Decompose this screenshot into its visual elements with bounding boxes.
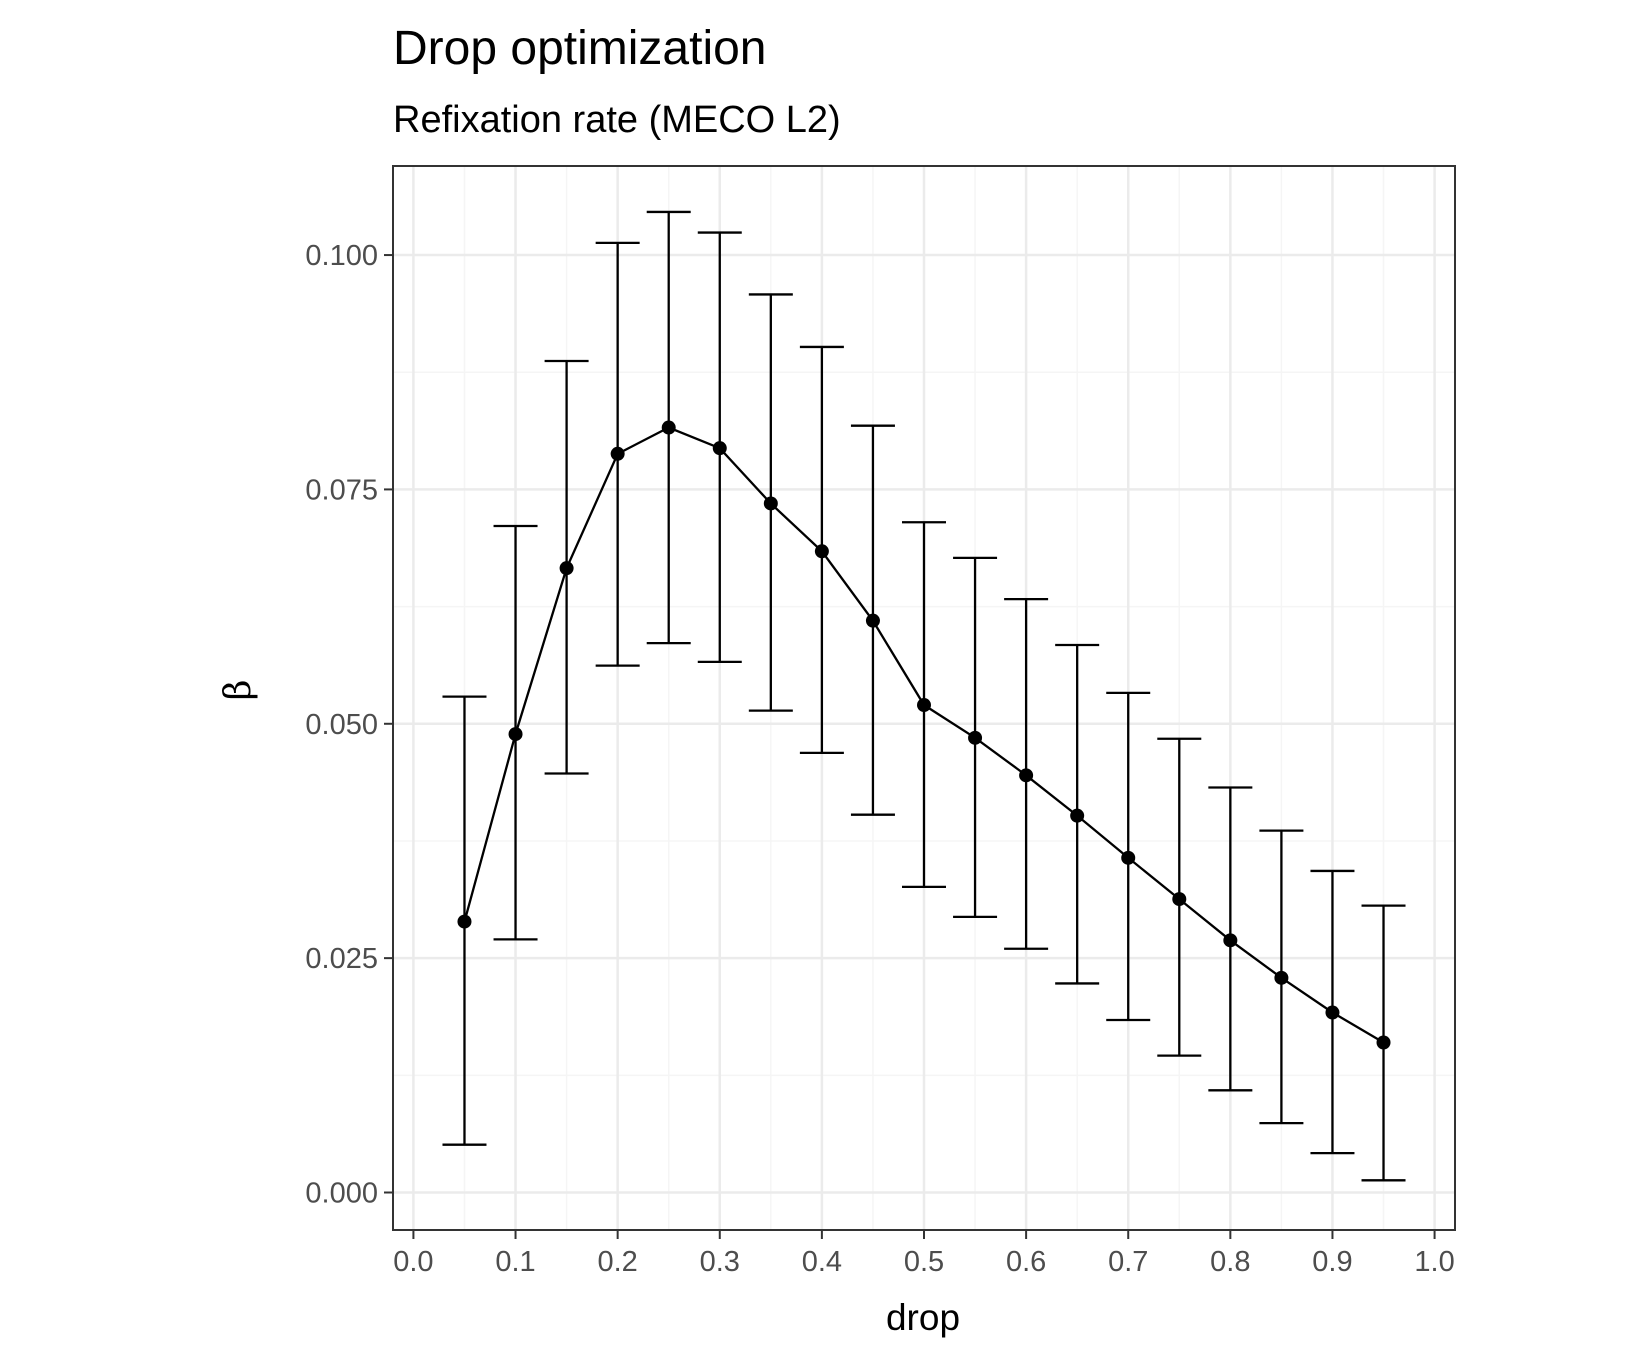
x-tick-label: 0.3 [700, 1246, 740, 1278]
data-point [610, 446, 625, 461]
y-axis: 0.000 0.025 0.050 0.075 0.100 [305, 240, 393, 1210]
y-tick-label: 0.000 [305, 1178, 378, 1210]
y-tick-label: 0.075 [305, 474, 378, 506]
x-axis: 0.0 0.1 0.2 0.3 0.4 0.5 0.6 0.7 0.8 0.9 1.0 [393, 1230, 1455, 1278]
y-tick-label: 0.025 [305, 943, 378, 975]
y-tick-label: 0.100 [305, 240, 378, 272]
chart-title: Drop optimization [393, 22, 767, 75]
x-tick-label: 0.1 [495, 1246, 535, 1278]
data-point [1070, 808, 1085, 823]
data-point [968, 730, 983, 745]
data-point [1325, 1005, 1340, 1020]
y-axis-title: β [218, 680, 259, 701]
data-point [1223, 933, 1238, 948]
data-point [457, 914, 472, 929]
data-point [661, 420, 676, 435]
x-tick-label: 0.9 [1312, 1246, 1352, 1278]
x-tick-label: 0.6 [1006, 1246, 1046, 1278]
y-tick-label: 0.050 [305, 709, 378, 741]
panel-border [392, 165, 1456, 1231]
data-point [763, 496, 778, 511]
x-tick-label: 0.5 [904, 1246, 944, 1278]
data-point [865, 613, 880, 628]
data-points [457, 420, 1391, 1050]
x-tick-label: 0.7 [1108, 1246, 1148, 1278]
x-tick-label: 0.8 [1210, 1246, 1250, 1278]
data-point [917, 698, 931, 713]
data-point [814, 544, 829, 559]
data-point [1019, 768, 1034, 783]
data-point [1274, 970, 1289, 985]
data-point [1172, 892, 1187, 907]
data-point [559, 561, 574, 576]
x-tick-label: 0.4 [802, 1246, 842, 1278]
error-bars [442, 210, 1406, 1182]
x-tick-label: 0.2 [597, 1246, 637, 1278]
x-tick-label: 0.0 [393, 1246, 433, 1278]
data-point [712, 441, 727, 456]
x-axis-title: drop [886, 1297, 960, 1338]
data-point [1376, 1035, 1391, 1050]
data-point [508, 727, 523, 742]
data-point [1121, 850, 1136, 865]
x-tick-label: 1.0 [1414, 1246, 1454, 1278]
chart-subtitle: Refixation rate (MECO L2) [393, 99, 841, 141]
